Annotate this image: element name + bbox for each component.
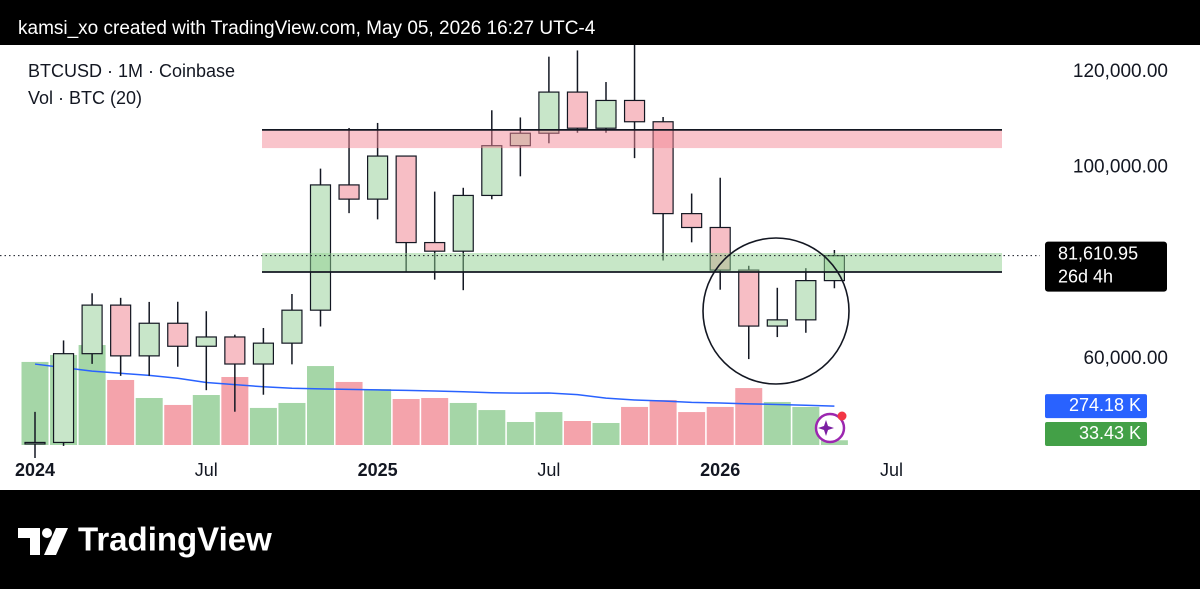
pane [0,45,1040,458]
x-tick-label: Jul [195,460,218,480]
volume-bar [621,406,649,445]
candle-body [566,91,589,129]
candle-body [766,319,788,327]
countdown-label: 26d 4h [1058,266,1113,286]
candle-body [681,213,703,229]
volume-bar [392,398,420,445]
zone [262,129,1002,149]
icon-dot [837,411,847,421]
legend-volume: Vol · BTC (20) [28,88,142,108]
header-text: kamsi_xo created with TradingView.com, M… [18,18,596,39]
volume-bar [678,412,706,445]
volume-bar [706,406,734,445]
candle-body [24,441,46,445]
x-tick-label: Jul [880,460,903,480]
volume-label-box [1045,422,1147,446]
brand-name: TradingView [78,521,272,558]
volume-bar [563,421,591,445]
volume-label: 33.43 K [1079,423,1141,443]
candle-body [452,194,474,252]
candle-body [367,155,389,200]
volume-bar [421,397,449,445]
logo-slash [44,528,68,555]
volume-bar [249,407,277,445]
assistant-icon [814,411,847,444]
y-tick-label: 60,000.00 [1083,348,1168,369]
candle-body [195,336,217,347]
candle-body [395,155,417,244]
volume-bar [649,399,677,445]
candle-body [424,241,446,252]
logo-mark [18,528,40,555]
legend-symbol: BTCUSD · 1M · Coinbase [28,61,235,81]
volume-bar [164,404,192,445]
volume-bar [820,440,848,445]
zone [262,253,1002,272]
brand-logo [18,528,68,555]
candle-body [281,309,303,344]
candle-body [81,304,103,355]
volume-bar [107,379,135,445]
candle-body [138,322,160,357]
axes: 81,610.95 26d 4h 120,000.00 100,000.00 60,00… [15,61,1168,480]
candle-body [738,269,760,327]
volume-bar [278,402,306,445]
volume-bar [763,401,791,445]
candle-body [338,184,360,200]
ma-label-box [1045,394,1147,419]
candle-body [167,322,189,347]
candle-body [538,91,560,134]
y-tick-label: 100,000.00 [1073,157,1168,178]
volume-bar [792,406,820,445]
volume-bar [192,395,220,445]
x-tick-label: 2026 [700,460,740,480]
ma-label: 274.18 K [1069,395,1141,415]
x-tick-label: 2024 [15,460,55,480]
logo-dot [42,528,52,538]
x-tick-label: Jul [537,460,560,480]
candle-body [309,184,332,311]
volume-bar [735,388,763,445]
candle-body [481,145,503,197]
volume-bar [535,412,563,445]
volume-bar [307,366,334,445]
y-tick-label: 120,000.00 [1073,61,1168,82]
volume-bar [335,381,363,445]
candle-body [224,336,246,365]
candle-body [110,304,132,357]
candle-body [623,99,646,123]
candle-body [52,353,75,444]
volume-bar [506,421,534,445]
icon-sparkle [818,420,834,436]
candle-body [795,280,817,321]
candle-body [252,342,274,365]
volume-ma-line [34,363,835,407]
volume-bar [478,410,506,445]
last-price-label: 81,610.95 [1058,243,1138,263]
volume-bar [449,402,477,445]
last-price-box [1045,241,1167,292]
volume-bar [592,422,620,445]
highlight-circle [702,237,850,385]
x-tick-label: 2025 [358,460,398,480]
volume-bar [364,389,392,445]
candle-body [595,99,617,129]
volume-bar [135,397,163,445]
